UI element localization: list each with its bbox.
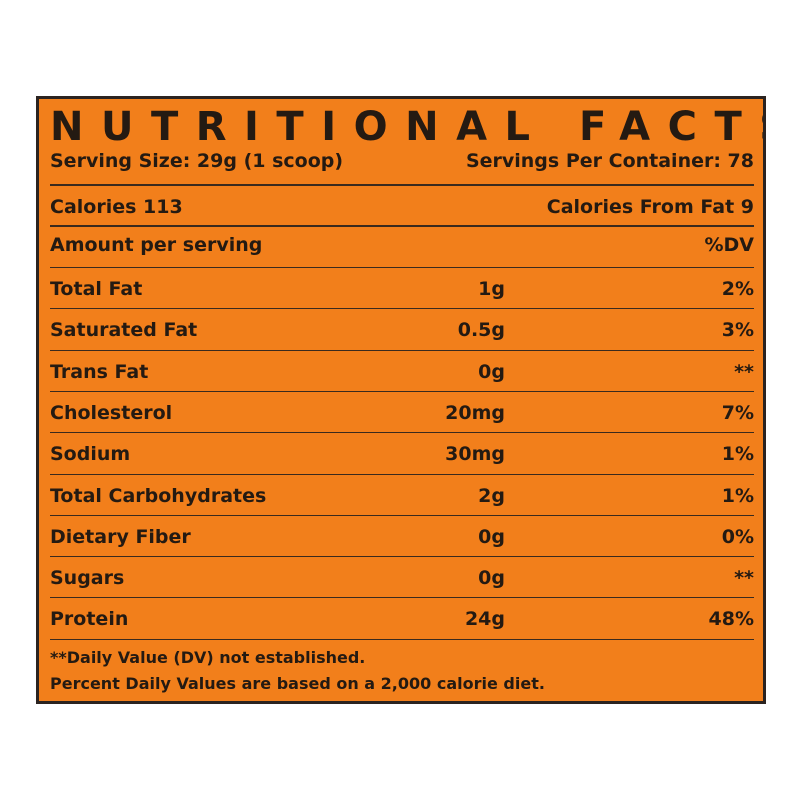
divider bbox=[50, 556, 754, 558]
nutrient-name: Sugars bbox=[50, 567, 125, 590]
nutrient-dv: 0% bbox=[721, 525, 754, 548]
divider bbox=[50, 432, 754, 434]
nutrient-dv: ** bbox=[734, 567, 754, 590]
divider bbox=[50, 267, 754, 268]
nutrient-amount: 0.5g bbox=[457, 319, 505, 342]
nutrient-name: Total Fat bbox=[50, 278, 143, 300]
divider bbox=[50, 184, 754, 186]
nutrient-amount: 1g bbox=[478, 278, 505, 300]
nutrition-label: NUTRITIONAL FACTS Serving Size: 29g (1 s… bbox=[36, 96, 766, 704]
footnote: **Daily Value (DV) not established. bbox=[50, 648, 366, 667]
divider bbox=[50, 225, 754, 227]
nutrient-amount: 24g bbox=[464, 608, 505, 631]
nutrient-name: Cholesterol bbox=[50, 401, 173, 424]
nutrient-amount: 0g bbox=[478, 525, 505, 548]
footnote: Percent Daily Values are based on a 2,00… bbox=[50, 674, 545, 693]
servings-per-container: Servings Per Container: 78 bbox=[465, 150, 754, 172]
nutrient-dv: 7% bbox=[721, 401, 754, 424]
nutrient-name: Trans Fat bbox=[50, 360, 149, 383]
calories: Calories 113 bbox=[50, 196, 183, 218]
nutrient-dv: ** bbox=[734, 360, 754, 383]
nutrient-dv: 3% bbox=[721, 319, 754, 342]
nutrient-dv: 2% bbox=[721, 278, 754, 300]
serving-size: Serving Size: 29g (1 scoop) bbox=[50, 150, 344, 172]
nutrient-amount: 30mg bbox=[445, 443, 505, 466]
calories-from-fat: Calories From Fat 9 bbox=[546, 196, 754, 218]
divider bbox=[50, 308, 754, 310]
dv-header: %DV bbox=[704, 234, 754, 256]
nutrient-dv: 48% bbox=[708, 608, 754, 631]
nutrient-amount: 0g bbox=[478, 360, 505, 383]
amount-header: Amount per serving bbox=[50, 234, 263, 256]
divider bbox=[50, 349, 754, 351]
divider bbox=[50, 390, 754, 392]
nutrient-name: Saturated Fat bbox=[50, 319, 198, 342]
nutrient-name: Total Carbohydrates bbox=[50, 484, 267, 507]
title: NUTRITIONAL FACTS bbox=[50, 104, 766, 150]
divider bbox=[50, 597, 754, 599]
nutrient-dv: 1% bbox=[721, 484, 754, 507]
nutrient-amount: 0g bbox=[478, 567, 505, 590]
divider bbox=[50, 514, 754, 516]
nutrient-name: Sodium bbox=[50, 443, 131, 466]
divider bbox=[50, 473, 754, 475]
nutrient-amount: 2g bbox=[478, 484, 505, 507]
nutrient-name: Dietary Fiber bbox=[50, 525, 191, 548]
nutrient-dv: 1% bbox=[721, 443, 754, 466]
nutrient-amount: 20mg bbox=[445, 401, 505, 424]
nutrient-name: Protein bbox=[50, 608, 129, 631]
divider bbox=[50, 638, 754, 640]
